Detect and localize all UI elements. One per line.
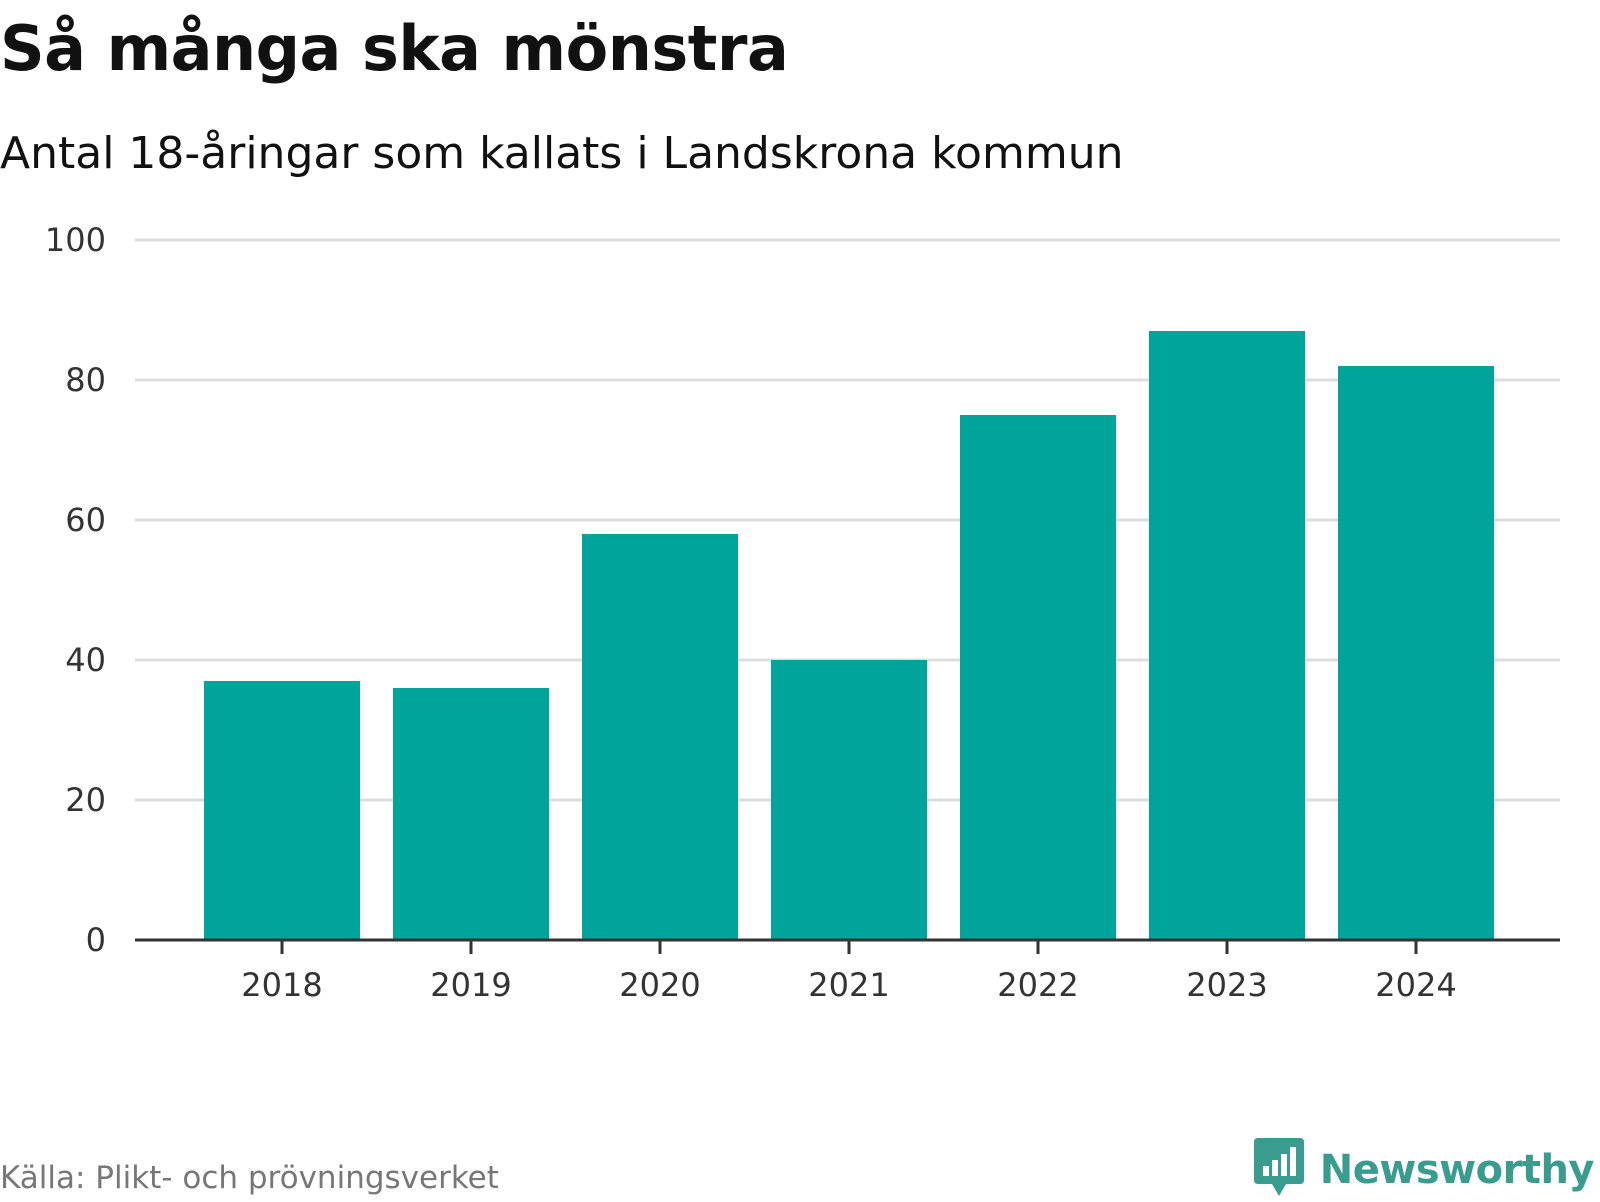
bars — [204, 331, 1494, 940]
y-tick-label: 40 — [65, 641, 106, 679]
chart-title: Så många ska mönstra — [0, 12, 789, 85]
bar-2020 — [582, 534, 738, 940]
bar-chart: 0 20 40 60 80 100 2018 2019 2020 2021 2022 2023 2024 — [45, 221, 1560, 1004]
bar-2024 — [1338, 366, 1494, 940]
source-note: Källa: Plikt- och prövningsverket — [0, 1160, 499, 1196]
bar-2019 — [393, 688, 549, 940]
y-tick-label: 20 — [65, 781, 106, 819]
x-tick-label: 2022 — [997, 966, 1078, 1004]
x-tick-label: 2024 — [1375, 966, 1456, 1004]
bar-2023 — [1149, 331, 1305, 940]
y-tick-label: 80 — [65, 361, 106, 399]
axes: 0 20 40 60 80 100 2018 2019 2020 2021 2022 2023 2024 — [45, 221, 1560, 1004]
x-tick-label: 2019 — [430, 966, 511, 1004]
brand-logo: Newsworthy — [1253, 1138, 1595, 1202]
bar-2018 — [204, 681, 360, 940]
x-tick-label: 2021 — [808, 966, 889, 1004]
x-tick-label: 2023 — [1186, 966, 1267, 1004]
chart-subtitle: Antal 18-åringar som kallats i Landskron… — [0, 128, 1124, 179]
y-tick-label: 60 — [65, 501, 106, 539]
x-tick-label: 2018 — [241, 966, 322, 1004]
x-tick-label: 2020 — [619, 966, 700, 1004]
y-tick-label: 0 — [86, 921, 106, 959]
y-tick-label: 100 — [45, 221, 106, 259]
gridlines — [135, 238, 1560, 802]
bar-2021 — [771, 660, 927, 940]
bar-2022 — [960, 415, 1116, 940]
bar-chart-speech-bubble-icon — [1253, 1138, 1304, 1202]
brand-name: Newsworthy — [1319, 1147, 1595, 1193]
